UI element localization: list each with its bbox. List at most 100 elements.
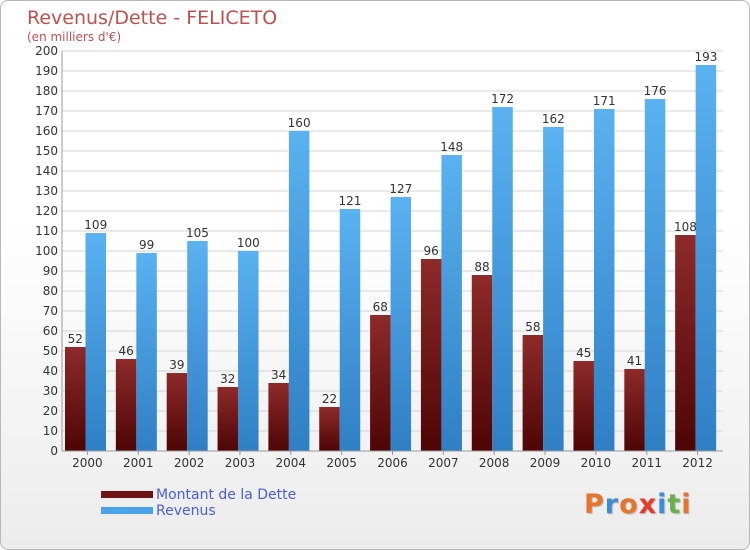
- bar-revenue: [238, 251, 259, 451]
- bar-debt: [471, 275, 493, 451]
- x-tick-label: 2007: [428, 456, 459, 470]
- data-label-revenue: 171: [593, 94, 616, 108]
- data-label-debt: 45: [576, 346, 591, 360]
- x-tick-label: 2010: [581, 456, 612, 470]
- bar-revenue: [187, 241, 208, 451]
- data-label-debt: 68: [373, 300, 388, 314]
- y-tick-label: 0: [50, 444, 58, 458]
- data-label-revenue: 193: [694, 50, 717, 64]
- y-tick-label: 160: [35, 124, 58, 138]
- bar-revenue: [695, 65, 717, 451]
- x-tick-label: 2004: [276, 456, 307, 470]
- bar-debt: [522, 335, 544, 451]
- bar-debt: [217, 387, 239, 451]
- logo-letter: x: [638, 489, 658, 520]
- bar-revenue: [492, 107, 513, 451]
- data-label-debt: 32: [220, 372, 235, 386]
- axes: 0 10 20 30 40 50 60 70 80 90 100 110 120 130 140 150 160…: [35, 44, 723, 470]
- legend-label-debt: Montant de la Dette: [156, 487, 297, 503]
- x-tick-label: 2006: [377, 456, 408, 470]
- chart-title: Revenus/Dette - FELICETO: [27, 7, 278, 29]
- bar-debt: [573, 361, 594, 451]
- logo-letter: o: [619, 489, 639, 520]
- logo-letter: t: [667, 489, 682, 520]
- bar-revenue: [593, 109, 615, 451]
- data-label-debt: 41: [627, 354, 642, 368]
- y-tick-label: 40: [43, 364, 58, 378]
- data-label-debt: 58: [525, 320, 540, 334]
- data-label-debt: 22: [322, 392, 337, 406]
- bar-debt: [624, 369, 645, 451]
- y-tick-label: 60: [43, 324, 58, 338]
- bar-debt: [370, 315, 391, 451]
- data-label-debt: 108: [674, 220, 697, 234]
- bar-debt: [319, 407, 340, 451]
- data-label-revenue: 127: [389, 182, 412, 196]
- legend-swatch-revenue: [101, 507, 153, 514]
- y-tick-label: 80: [43, 284, 58, 298]
- bar-revenue: [339, 209, 361, 451]
- data-labels: 52 109 46 99 39 105 32 100 34 160 22 121 68 127 96 148 8…: [68, 50, 718, 406]
- bar-debt: [268, 383, 289, 451]
- x-tick-label: 2012: [682, 456, 713, 470]
- y-tick-label: 70: [43, 304, 58, 318]
- y-tick-label: 110: [35, 224, 58, 238]
- data-label-debt: 46: [118, 344, 133, 358]
- data-label-revenue: 148: [440, 140, 463, 154]
- y-tick-label: 170: [35, 104, 58, 118]
- bar-revenue: [136, 253, 157, 451]
- chart-subtitle: (en milliers d'€): [27, 30, 122, 44]
- bars: [65, 65, 717, 451]
- x-tick-label: 2003: [225, 456, 256, 470]
- data-label-debt: 96: [424, 244, 439, 258]
- data-label-revenue: 176: [644, 84, 667, 98]
- y-tick-label: 50: [43, 344, 58, 358]
- bar-revenue: [644, 99, 666, 451]
- x-tick-label: 2002: [174, 456, 205, 470]
- data-label-revenue: 105: [186, 226, 209, 240]
- bar-revenue: [441, 155, 462, 451]
- x-tick-label: 2001: [123, 456, 154, 470]
- y-tick-label: 140: [35, 164, 58, 178]
- data-label-revenue: 121: [339, 194, 362, 208]
- y-tick-label: 100: [35, 244, 58, 258]
- bar-debt: [166, 373, 188, 451]
- bar-debt: [115, 359, 137, 451]
- y-tick-label: 200: [35, 44, 58, 58]
- data-label-revenue: 100: [237, 236, 260, 250]
- data-label-revenue: 172: [491, 92, 514, 106]
- data-label-debt: 39: [169, 358, 184, 372]
- y-tick-label: 190: [35, 64, 58, 78]
- y-tick-label: 150: [35, 144, 58, 158]
- y-tick-label: 90: [43, 264, 58, 278]
- y-tick-label: 120: [35, 204, 58, 218]
- proxiti-logo: Proxiti: [584, 489, 692, 520]
- y-tick-label: 30: [43, 384, 58, 398]
- legend-label-revenue: Revenus: [156, 503, 216, 519]
- y-tick-label: 20: [43, 404, 58, 418]
- x-tick-label: 2005: [326, 456, 357, 470]
- data-label-revenue: 109: [84, 218, 107, 232]
- x-tick-label: 2011: [631, 456, 662, 470]
- logo-letter: r: [604, 489, 620, 520]
- bar-revenue: [390, 197, 412, 451]
- y-tick-label: 130: [35, 184, 58, 198]
- data-label-debt: 88: [474, 260, 489, 274]
- x-tick-label: 2008: [479, 456, 510, 470]
- data-label-revenue: 162: [542, 112, 565, 126]
- data-label-revenue: 99: [139, 238, 154, 252]
- y-tick-label: 10: [43, 424, 58, 438]
- data-label-debt: 52: [68, 332, 83, 346]
- logo-letter: i: [681, 489, 692, 520]
- bar-revenue: [85, 233, 106, 451]
- bar-debt: [675, 235, 696, 451]
- bar-debt: [420, 259, 442, 451]
- x-tick-label: 2009: [530, 456, 561, 470]
- legend-swatch-debt: [101, 491, 153, 498]
- logo-letter: P: [584, 489, 605, 520]
- logo-letter: i: [657, 489, 668, 520]
- x-tick-label: 2000: [72, 456, 103, 470]
- y-tick-label: 180: [35, 84, 58, 98]
